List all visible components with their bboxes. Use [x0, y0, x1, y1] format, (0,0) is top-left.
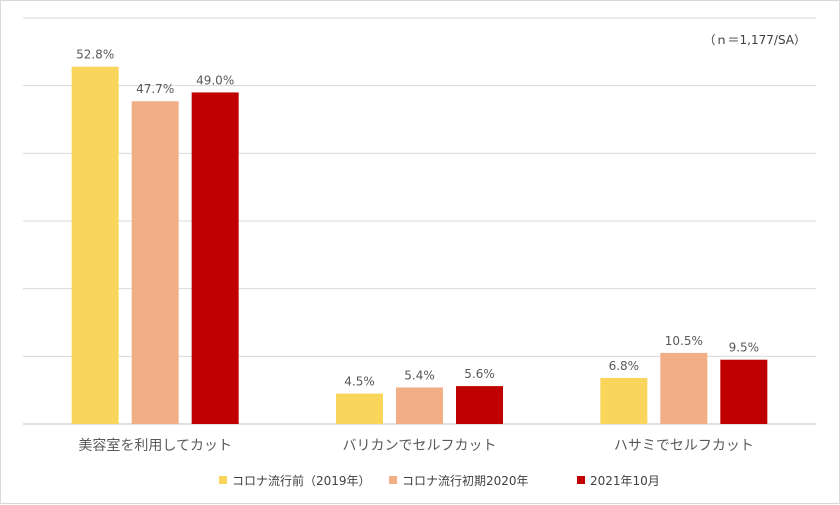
data-label: 5.6%: [464, 367, 495, 381]
category-label: バリカンでセルフカット: [343, 438, 497, 454]
legend-label: 2021年10月: [590, 474, 660, 488]
data-label: 10.5%: [665, 334, 703, 348]
bar: [191, 92, 239, 424]
category-labels: 美容室を利用してカット バリカンでセルフカット ハサミでセルフカット: [78, 437, 753, 454]
bar: [600, 377, 648, 424]
data-label: 9.5%: [729, 341, 760, 355]
data-label: 52.8%: [76, 48, 114, 62]
bar: [720, 359, 768, 424]
legend-label: コロナ流行前（2019年）: [232, 473, 371, 488]
legend-swatch: [389, 476, 397, 484]
data-label: 5.4%: [404, 368, 435, 382]
bar: [71, 66, 119, 424]
bar: [336, 393, 383, 424]
bars: [71, 66, 768, 424]
data-label: 6.8%: [609, 359, 640, 373]
data-label: 4.5%: [344, 375, 375, 389]
bar: [456, 386, 503, 424]
sample-size-note: （ｎ＝1,177/SA）: [704, 33, 806, 47]
category-label: 美容室を利用してカット: [78, 437, 232, 454]
bar: [396, 387, 443, 424]
bar: [131, 101, 179, 424]
legend: コロナ流行前（2019年） コロナ流行初期2020年 2021年10月: [219, 473, 660, 488]
data-labels: 52.8% 47.7% 49.0% 4.5% 5.4% 5.6% 6.8% 10.5% 9.5%: [76, 48, 759, 389]
category-label: ハサミでセルフカット: [614, 438, 754, 454]
bar: [660, 352, 708, 424]
legend-label: コロナ流行初期2020年: [402, 474, 529, 488]
data-label: 47.7%: [136, 82, 174, 96]
legend-swatch: [219, 476, 227, 484]
legend-swatch: [577, 476, 585, 484]
data-label: 49.0%: [196, 73, 234, 87]
